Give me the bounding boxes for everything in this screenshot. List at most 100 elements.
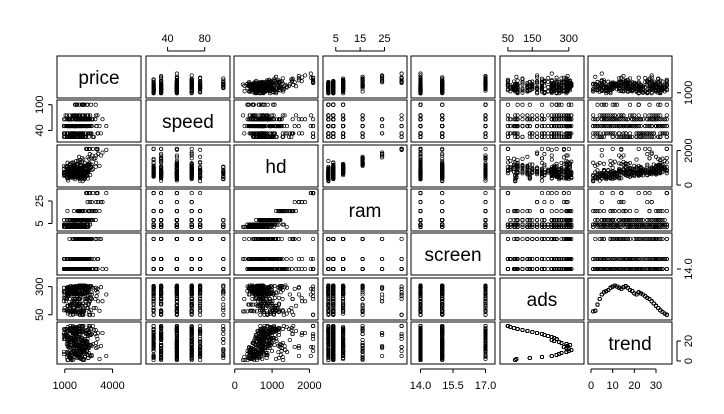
data-point bbox=[634, 117, 639, 122]
data-point bbox=[636, 131, 641, 136]
data-point bbox=[198, 147, 203, 152]
data-point bbox=[535, 117, 540, 122]
data-point bbox=[293, 113, 299, 118]
panel-hd-vs-hd: hd bbox=[233, 144, 319, 188]
panel-frame bbox=[322, 99, 408, 143]
data-point bbox=[539, 102, 545, 107]
data-point bbox=[380, 117, 385, 122]
data-point bbox=[418, 113, 423, 118]
data-point bbox=[599, 117, 604, 122]
data-point bbox=[664, 124, 669, 129]
data-point bbox=[296, 124, 301, 129]
data-point bbox=[174, 80, 179, 85]
data-point bbox=[630, 124, 635, 129]
data-point bbox=[242, 89, 247, 94]
data-point bbox=[296, 78, 301, 83]
data-point bbox=[625, 134, 630, 139]
data-point bbox=[249, 83, 254, 88]
data-point bbox=[267, 91, 273, 96]
data-point bbox=[636, 124, 641, 129]
data-point bbox=[278, 84, 283, 89]
data-point bbox=[93, 164, 98, 169]
data-point bbox=[546, 131, 551, 136]
data-point bbox=[599, 134, 604, 139]
data-point bbox=[549, 117, 554, 122]
data-point bbox=[554, 131, 559, 136]
data-point bbox=[549, 124, 554, 129]
data-point bbox=[643, 113, 648, 118]
data-point bbox=[331, 124, 336, 129]
data-point bbox=[303, 117, 308, 122]
data-point bbox=[520, 113, 525, 118]
data-point bbox=[664, 131, 669, 136]
data-point bbox=[326, 102, 331, 107]
data-point bbox=[514, 74, 519, 79]
data-point bbox=[159, 86, 164, 91]
panel-price-vs-trend bbox=[587, 55, 673, 99]
data-point bbox=[264, 85, 269, 90]
data-point bbox=[221, 82, 226, 87]
panel-frame bbox=[322, 55, 408, 99]
data-point bbox=[664, 134, 669, 139]
data-point bbox=[535, 113, 540, 118]
data-point bbox=[360, 134, 365, 139]
data-point bbox=[281, 87, 286, 92]
data-point bbox=[274, 89, 279, 94]
data-point bbox=[505, 134, 510, 139]
data-point bbox=[549, 102, 554, 107]
data-point bbox=[174, 83, 179, 88]
data-point bbox=[284, 84, 290, 89]
data-point bbox=[104, 124, 109, 129]
data-point bbox=[638, 117, 643, 122]
data-point bbox=[595, 117, 600, 122]
data-point bbox=[308, 71, 313, 76]
data-point bbox=[174, 87, 179, 92]
data-point bbox=[525, 113, 530, 118]
data-point bbox=[664, 113, 669, 118]
data-point bbox=[198, 84, 203, 89]
data-point bbox=[309, 113, 314, 118]
data-point bbox=[535, 131, 540, 136]
panel-frame bbox=[410, 99, 496, 143]
data-point bbox=[599, 124, 604, 129]
diagonal-label-speed: speed bbox=[162, 112, 214, 133]
data-point bbox=[440, 117, 445, 122]
data-point bbox=[331, 117, 336, 122]
data-point bbox=[658, 102, 663, 107]
panel-speed-vs-price bbox=[56, 99, 142, 143]
data-point bbox=[341, 131, 346, 136]
data-point bbox=[259, 86, 264, 91]
data-point bbox=[647, 131, 652, 136]
data-point bbox=[632, 113, 637, 118]
data-point bbox=[97, 163, 102, 168]
data-point bbox=[614, 134, 620, 139]
data-point bbox=[360, 124, 365, 129]
data-point bbox=[151, 89, 156, 94]
data-point bbox=[546, 76, 551, 81]
data-point bbox=[280, 81, 285, 86]
data-point bbox=[289, 77, 294, 82]
data-point bbox=[662, 117, 667, 122]
data-point bbox=[593, 74, 598, 79]
data-point bbox=[100, 150, 105, 155]
data-point bbox=[189, 81, 194, 86]
data-point bbox=[341, 124, 346, 129]
data-point bbox=[399, 124, 404, 129]
data-point bbox=[660, 124, 665, 129]
data-point bbox=[634, 134, 639, 139]
data-point bbox=[617, 117, 622, 122]
data-point bbox=[638, 134, 643, 139]
data-point bbox=[418, 131, 423, 136]
data-point bbox=[418, 134, 423, 139]
data-point bbox=[606, 113, 611, 118]
data-point bbox=[380, 124, 385, 129]
data-point bbox=[271, 78, 276, 83]
data-point bbox=[515, 134, 520, 139]
data-point bbox=[527, 102, 532, 107]
data-point bbox=[189, 89, 194, 94]
data-point bbox=[440, 134, 445, 139]
data-point bbox=[289, 134, 294, 139]
data-point bbox=[89, 102, 94, 107]
data-point bbox=[399, 134, 404, 139]
panel-frame bbox=[410, 55, 496, 99]
